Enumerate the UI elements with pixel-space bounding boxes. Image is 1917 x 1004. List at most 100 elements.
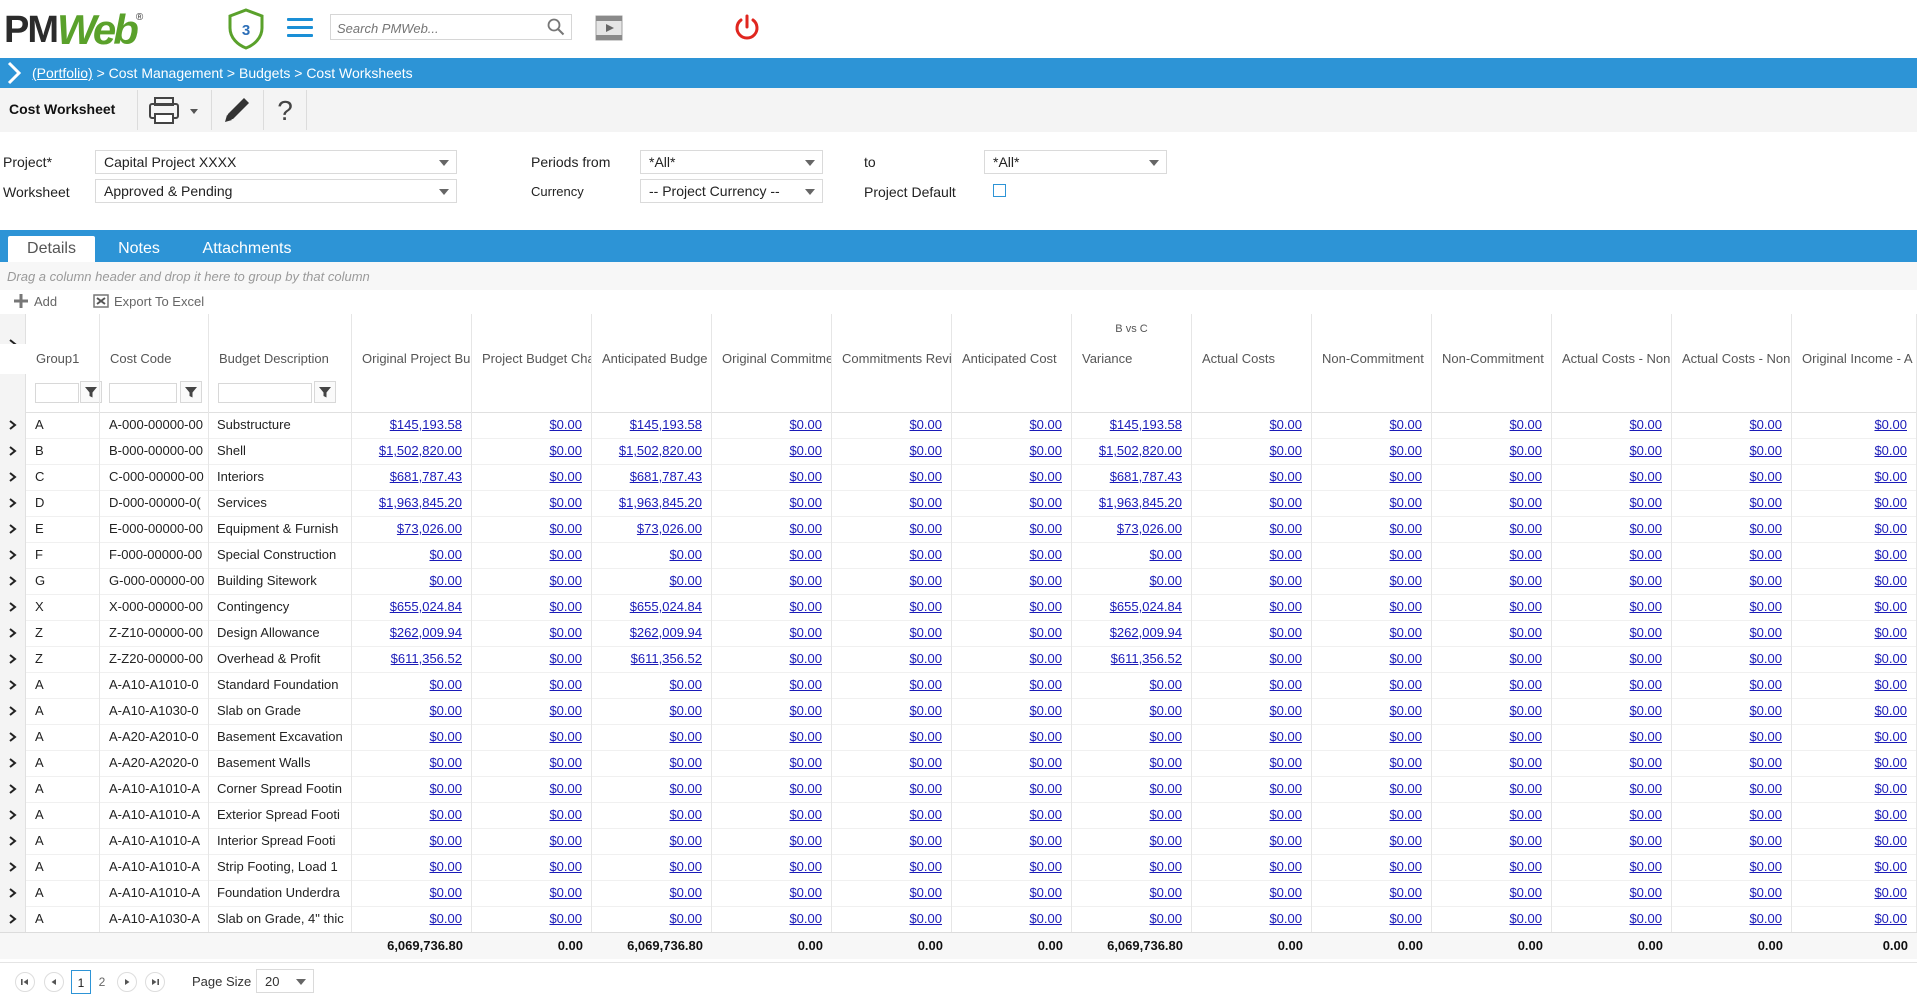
amount-link[interactable]: $611,356.52: [630, 651, 702, 666]
amount-link[interactable]: $0.00: [1269, 807, 1302, 822]
amount-link[interactable]: $0.00: [789, 599, 822, 614]
amount-link[interactable]: $0.00: [789, 547, 822, 562]
expand-row-button[interactable]: [0, 620, 26, 646]
amount-link[interactable]: $0.00: [1509, 651, 1542, 666]
amount-link[interactable]: $0.00: [1389, 885, 1422, 900]
previous-page-button[interactable]: [44, 972, 64, 992]
amount-link[interactable]: $0.00: [1389, 443, 1422, 458]
breadcrumb-portfolio-link[interactable]: (Portfolio): [32, 65, 93, 81]
amount-link[interactable]: $0.00: [1629, 833, 1662, 848]
amount-link[interactable]: $0.00: [1749, 573, 1782, 588]
amount-link[interactable]: $0.00: [1029, 495, 1062, 510]
amount-link[interactable]: $0.00: [1029, 781, 1062, 796]
amount-link[interactable]: $0.00: [1874, 677, 1907, 692]
page-number-2[interactable]: 2: [98, 975, 106, 989]
amount-link[interactable]: $0.00: [1149, 833, 1182, 848]
amount-link[interactable]: $0.00: [1629, 625, 1662, 640]
amount-link[interactable]: $0.00: [1874, 417, 1907, 432]
amount-link[interactable]: $0.00: [909, 547, 942, 562]
table-row[interactable]: A A-A10-A1010-A Interior Spread Footi $0.00…: [0, 828, 1917, 855]
amount-link[interactable]: $681,787.43: [1109, 469, 1182, 484]
amount-link[interactable]: $0.00: [1749, 677, 1782, 692]
amount-link[interactable]: $0.00: [669, 807, 702, 822]
amount-link[interactable]: $0.00: [1749, 833, 1782, 848]
amount-link[interactable]: $0.00: [1874, 781, 1907, 796]
column-header[interactable]: Original Commitme: [712, 344, 832, 374]
expand-row-button[interactable]: [0, 646, 26, 672]
expand-row-button[interactable]: [0, 412, 26, 438]
amount-link[interactable]: $0.00: [1509, 443, 1542, 458]
amount-link[interactable]: $0.00: [909, 677, 942, 692]
amount-link[interactable]: $0.00: [1389, 911, 1422, 926]
last-page-button[interactable]: [145, 972, 165, 992]
amount-link[interactable]: $0.00: [1629, 443, 1662, 458]
search-field[interactable]: [330, 14, 572, 40]
amount-link[interactable]: $0.00: [1029, 651, 1062, 666]
amount-link[interactable]: $0.00: [549, 885, 582, 900]
table-row[interactable]: A A-000-00000-00 Substructure $145,193.58 $0…: [0, 412, 1917, 439]
amount-link[interactable]: $0.00: [1874, 729, 1907, 744]
amount-link[interactable]: $0.00: [909, 443, 942, 458]
amount-link[interactable]: $0.00: [909, 417, 942, 432]
amount-link[interactable]: $0.00: [1269, 911, 1302, 926]
amount-link[interactable]: $0.00: [549, 911, 582, 926]
amount-link[interactable]: $0.00: [1874, 495, 1907, 510]
amount-link[interactable]: $0.00: [429, 755, 462, 770]
page-size-select[interactable]: 20: [256, 969, 314, 993]
amount-link[interactable]: $0.00: [789, 807, 822, 822]
amount-link[interactable]: $0.00: [909, 755, 942, 770]
amount-link[interactable]: $0.00: [1269, 417, 1302, 432]
amount-link[interactable]: $0.00: [1749, 651, 1782, 666]
amount-link[interactable]: $0.00: [1269, 755, 1302, 770]
hamburger-menu-icon[interactable]: [287, 18, 313, 38]
edit-button[interactable]: [211, 90, 262, 130]
expand-row-button[interactable]: [0, 516, 26, 542]
amount-link[interactable]: $0.00: [1874, 703, 1907, 718]
amount-link[interactable]: $0.00: [549, 443, 582, 458]
amount-link[interactable]: $0.00: [909, 573, 942, 588]
amount-link[interactable]: $0.00: [789, 417, 822, 432]
amount-link[interactable]: $0.00: [1749, 703, 1782, 718]
help-button[interactable]: ?: [263, 90, 307, 130]
amount-link[interactable]: $0.00: [789, 703, 822, 718]
amount-link[interactable]: $0.00: [1874, 833, 1907, 848]
amount-link[interactable]: $0.00: [429, 885, 462, 900]
amount-link[interactable]: $0.00: [549, 677, 582, 692]
amount-link[interactable]: $655,024.84: [629, 599, 702, 614]
amount-link[interactable]: $0.00: [549, 625, 582, 640]
amount-link[interactable]: $0.00: [1269, 599, 1302, 614]
amount-link[interactable]: $0.00: [789, 859, 822, 874]
expand-row-button[interactable]: [0, 542, 26, 568]
amount-link[interactable]: $262,009.94: [389, 625, 462, 640]
expand-row-button[interactable]: [0, 750, 26, 776]
amount-link[interactable]: $145,193.58: [389, 417, 462, 432]
amount-link[interactable]: $0.00: [909, 521, 942, 536]
tab-notes[interactable]: Notes: [118, 240, 160, 257]
amount-link[interactable]: $0.00: [1749, 911, 1782, 926]
amount-link[interactable]: $0.00: [789, 651, 822, 666]
amount-link[interactable]: $0.00: [789, 755, 822, 770]
amount-link[interactable]: $262,009.94: [1109, 625, 1182, 640]
amount-link[interactable]: $0.00: [1629, 781, 1662, 796]
amount-link[interactable]: $0.00: [1269, 469, 1302, 484]
amount-link[interactable]: $0.00: [1029, 703, 1062, 718]
column-filter-input[interactable]: [109, 383, 177, 403]
table-row[interactable]: A A-A20-A2010-0 Basement Excavation $0.00 $0…: [0, 724, 1917, 751]
amount-link[interactable]: $0.00: [1029, 547, 1062, 562]
amount-link[interactable]: $0.00: [1149, 703, 1182, 718]
amount-link[interactable]: $0.00: [1389, 833, 1422, 848]
amount-link[interactable]: $681,787.43: [389, 469, 462, 484]
amount-link[interactable]: $1,502,820.00: [378, 443, 462, 458]
table-row[interactable]: A A-A10-A1010-A Exterior Spread Footi $0.00…: [0, 802, 1917, 829]
amount-link[interactable]: $611,356.52: [1110, 651, 1182, 666]
expand-row-button[interactable]: [0, 880, 26, 906]
amount-link[interactable]: $0.00: [1749, 807, 1782, 822]
expand-row-button[interactable]: [0, 594, 26, 620]
amount-link[interactable]: $0.00: [1509, 755, 1542, 770]
amount-link[interactable]: $0.00: [1749, 469, 1782, 484]
amount-link[interactable]: $0.00: [1029, 443, 1062, 458]
amount-link[interactable]: $0.00: [1509, 781, 1542, 796]
amount-link[interactable]: $0.00: [1629, 755, 1662, 770]
amount-link[interactable]: $0.00: [669, 885, 702, 900]
amount-link[interactable]: $0.00: [549, 547, 582, 562]
